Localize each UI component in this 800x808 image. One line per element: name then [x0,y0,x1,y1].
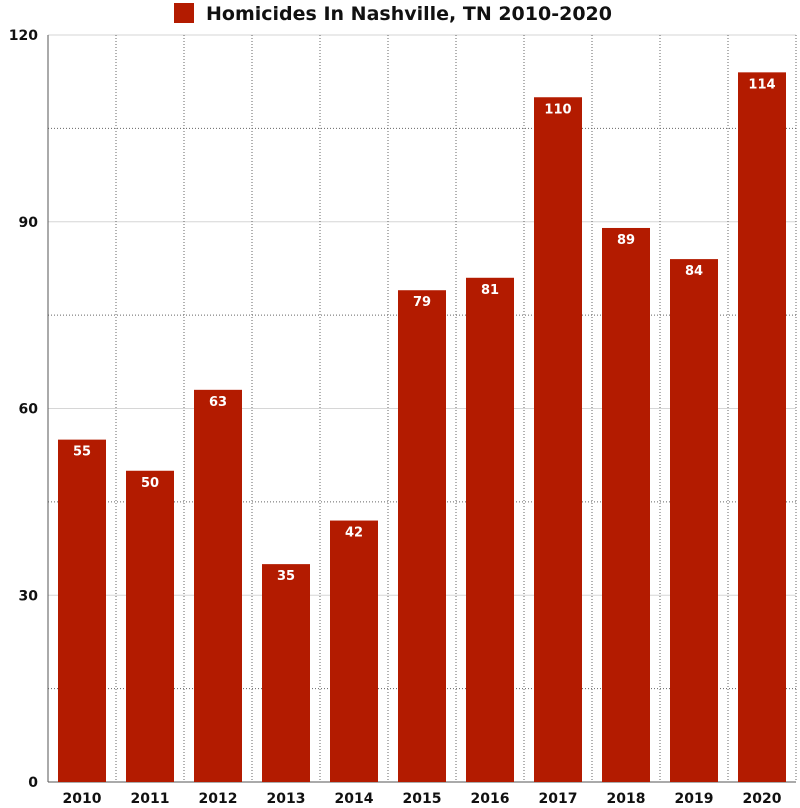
bar-2019 [670,259,718,783]
bar-2010 [58,439,106,782]
bar-2017 [534,97,582,782]
y-tick-label: 90 [19,215,39,231]
y-axis-tick-labels: 0 30 60 90 120 [9,28,38,791]
x-tick-label: 2013 [267,791,306,807]
y-tick-label: 60 [19,402,39,418]
x-tick-label: 2011 [131,791,170,807]
data-label-2018: 89 [617,233,635,248]
data-label-2016: 81 [481,283,499,298]
x-tick-label: 2015 [403,791,442,807]
legend: Homicides In Nashville, TN 2010-2020 [174,3,612,25]
bars [58,72,786,783]
bar-2018 [602,227,650,783]
data-label-2019: 84 [685,264,703,279]
data-label-2015: 79 [413,295,431,310]
x-tick-label: 2019 [675,791,714,807]
data-label-2020: 114 [748,77,775,92]
x-axis-tick-labels: 2010 2011 2012 2013 2014 2015 2016 2017 2018 2019… [63,791,782,807]
bar-2016 [466,277,514,782]
bar-2014 [330,520,378,782]
data-label-2013: 35 [277,569,295,584]
bar-2020 [738,72,786,783]
bar-2015 [398,290,446,782]
y-tick-label: 0 [28,775,38,791]
y-tick-label: 30 [19,588,39,604]
x-tick-label: 2014 [335,791,374,807]
x-tick-label: 2010 [63,791,102,807]
legend-swatch [174,3,194,23]
data-labels: 55 50 63 35 42 79 81 110 89 84 114 [73,77,776,584]
data-label-2017: 110 [544,102,571,117]
bar-2012 [194,389,242,782]
y-tick-label: 120 [9,28,38,44]
x-tick-label: 2017 [539,791,578,807]
x-tick-label: 2020 [743,791,782,807]
data-label-2011: 50 [141,476,159,491]
data-label-2010: 55 [73,445,91,460]
bar-2013 [262,564,310,782]
legend-label: Homicides In Nashville, TN 2010-2020 [206,3,612,25]
data-label-2014: 42 [345,526,363,541]
bar-2011 [126,470,174,782]
x-tick-label: 2018 [607,791,646,807]
x-tick-label: 2016 [471,791,510,807]
data-label-2012: 63 [209,395,227,410]
x-tick-label: 2012 [199,791,238,807]
